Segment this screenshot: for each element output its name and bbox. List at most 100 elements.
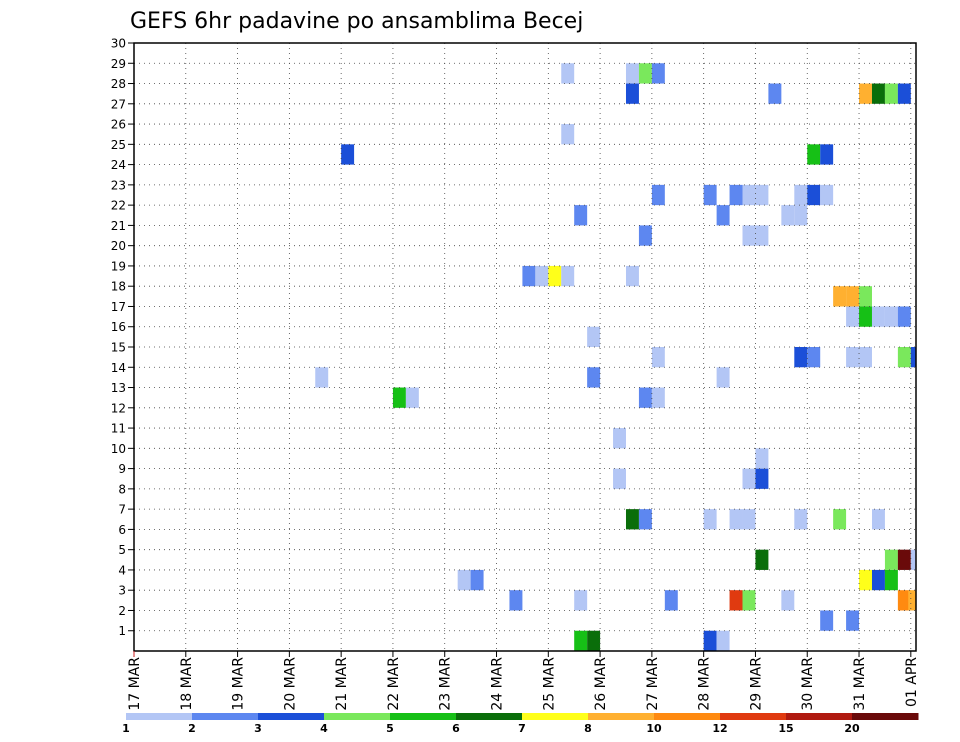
heatmap-cell [716,630,730,651]
legend-swatch [852,713,919,720]
heatmap-cell [794,205,808,226]
heatmap-cell [833,286,847,307]
heatmap-cell [535,265,549,287]
legend-label: 2 [188,722,196,735]
x-tick-label: 29 MAR [749,657,765,711]
heatmap-cell [625,83,639,104]
heatmap-cell [871,83,885,104]
heatmap-cell [794,184,808,206]
x-tick-label: 20 MAR [282,657,298,711]
heatmap-cell [651,63,665,84]
y-tick-label: 11 [111,422,126,436]
legend-swatch [390,713,457,720]
x-tick-label: 26 MAR [593,657,609,711]
heatmap-cell [574,590,588,611]
heatmap-cell [781,205,795,226]
y-tick-label: 12 [111,401,126,415]
legend-label: 6 [452,722,460,735]
y-tick-label: 18 [111,280,126,294]
heatmap-cell [742,184,756,206]
legend-swatch [720,713,787,720]
heatmap-cell [548,265,562,287]
x-tick-label: 24 MAR [490,657,506,711]
heatmap-cell [729,184,743,206]
heatmap-cell [703,184,717,206]
chart-title: GEFS 6hr padavine po ansamblima Becej [130,9,583,34]
heatmap-cell [897,590,911,611]
heatmap-cell [884,83,898,104]
heatmap-cell [587,326,601,347]
heatmap-cell [625,63,639,84]
heatmap-cell [846,286,860,307]
x-tick-label: 28 MAR [697,657,713,711]
x-tick-label: 21 MAR [334,657,350,711]
heatmap-cell [651,387,665,408]
heatmap-cell [315,367,329,388]
heatmap-cell [729,590,743,611]
heatmap-cell [884,569,898,591]
legend-label: 3 [254,722,262,735]
heatmap-cell [638,225,652,246]
heatmap-cell [457,569,471,591]
legend-swatch [258,713,325,720]
heatmap-cell [703,630,717,651]
x-tick-label: 22 MAR [386,657,402,711]
heatmap-cell [755,184,769,206]
legend-label: 15 [778,722,793,735]
heatmap-cell [587,630,601,651]
y-tick-label: 13 [111,381,126,395]
legend-label: 7 [518,722,526,735]
legend-label: 5 [386,722,394,735]
y-tick-label: 3 [118,584,126,598]
heatmap-cell [794,347,808,368]
y-tick-label: 27 [111,97,126,111]
heatmap-cell [561,265,575,287]
y-tick-label: 19 [111,259,126,273]
x-tick-label: 30 MAR [800,657,816,711]
legend-label: 20 [844,722,860,735]
y-tick-label: 16 [111,320,126,334]
heatmap-cell [742,468,756,489]
heatmap-cell [405,387,419,408]
heatmap-cell [897,549,911,570]
heatmap-cell [742,225,756,246]
heatmap-cell [651,184,665,206]
y-tick-label: 4 [118,563,126,577]
heatmap-cell [625,509,639,530]
heatmap-cell [871,509,885,530]
heatmap-cell [820,610,834,631]
y-tick-label: 21 [111,219,126,233]
heatmap-cell [755,448,769,469]
heatmap-cell [897,347,911,368]
y-tick-label: 23 [111,178,126,192]
legend-label: 1 [122,722,130,735]
heatmap-cell [587,367,601,388]
heatmap-cell [716,367,730,388]
y-tick-label: 22 [111,199,126,213]
heatmap-cell [807,347,821,368]
heatmap-cell [859,347,872,368]
heatmap-cell [884,549,898,570]
y-tick-label: 15 [111,341,126,355]
heatmap-cell [910,549,916,570]
heatmap-cell [768,83,782,104]
legend-label: 12 [712,722,727,735]
heatmap-cell [574,630,588,651]
y-tick-label: 26 [111,118,126,132]
heatmap-cell [807,184,821,206]
heatmap-cell [703,509,717,530]
heatmap-cell [613,428,626,449]
heatmap-cell [664,590,678,611]
heatmap-cell [651,347,665,368]
heatmap-cell [742,509,756,530]
heatmap-cell [833,509,847,530]
legend-swatch [786,713,853,720]
x-tick-label: 23 MAR [438,657,454,711]
heatmap-cell [625,265,639,287]
y-tick-label: 8 [118,482,126,496]
heatmap-cell [846,347,860,368]
x-tick-label: 18 MAR [179,657,195,711]
y-tick-label: 2 [118,604,126,618]
heatmap-cell [859,569,872,591]
